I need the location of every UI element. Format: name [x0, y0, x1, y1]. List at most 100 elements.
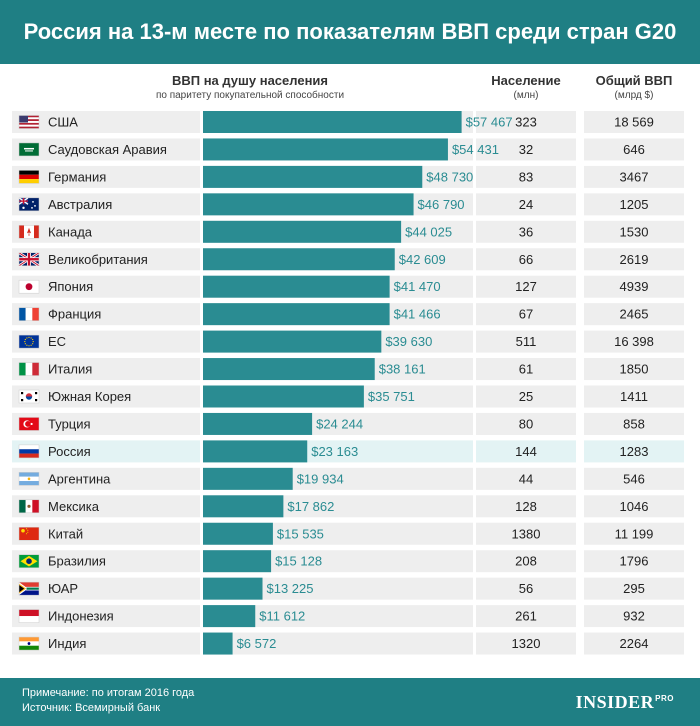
- population-value: 1320: [512, 636, 541, 651]
- country-label: Индия: [48, 636, 86, 651]
- bar-value-label: $38 161: [379, 362, 426, 377]
- population-cell: [476, 440, 576, 463]
- bar: [203, 550, 272, 573]
- gdp-total-value: 11 199: [615, 526, 654, 541]
- bar-value-label: $42 609: [399, 252, 446, 267]
- population-cell: [476, 165, 576, 188]
- gdp-total-value: 1796: [620, 554, 649, 569]
- table-row: Бразилия $15 128 208 1796: [12, 550, 684, 573]
- south-korea-flag-icon: [18, 389, 40, 404]
- canada-flag-icon: [18, 225, 40, 239]
- bar: [203, 111, 462, 133]
- gdp-total-title: Общий ВВП: [595, 73, 673, 88]
- table-row: Южная Корея $35 751 25 1411: [12, 385, 684, 408]
- population-value: 36: [519, 224, 533, 239]
- footer-notes: Примечание: по итогам 2016 года Источник…: [22, 686, 194, 716]
- country-cell: [12, 111, 200, 133]
- country-label: Италия: [48, 362, 92, 377]
- country-label: Бразилия: [48, 554, 106, 569]
- gdp-per-capita-header: ВВП на душу населения по паритету покупа…: [150, 73, 350, 103]
- bar-value-label: $23 163: [311, 444, 358, 459]
- gdp-total-cell: [584, 467, 684, 490]
- population-value: 511: [516, 334, 537, 349]
- country-label: США: [48, 115, 78, 130]
- population-value: 66: [519, 252, 533, 267]
- bar-value-label: $15 535: [277, 526, 324, 541]
- bar: [203, 605, 256, 628]
- country-label: Аргентина: [48, 471, 111, 486]
- population-cell: [476, 412, 576, 435]
- us-flag-icon: [18, 115, 40, 129]
- gdp-total-cell: [584, 440, 684, 463]
- population-cell: [476, 550, 576, 573]
- population-title: Население: [491, 73, 561, 88]
- country-label: Россия: [48, 444, 91, 459]
- gdp-total-cell: [584, 522, 684, 545]
- country-cell: [12, 632, 200, 655]
- population-cell: [476, 111, 576, 133]
- country-label: Индонезия: [48, 609, 114, 624]
- population-header: Население (млн): [476, 73, 576, 103]
- bar-value-label: $41 466: [394, 307, 441, 322]
- bar-value-label: $19 934: [297, 471, 344, 486]
- bar: [203, 275, 390, 298]
- population-cell: [476, 248, 576, 271]
- country-cell: [12, 275, 200, 298]
- country-cell: [12, 577, 200, 600]
- gdp-total-cell: [584, 412, 684, 435]
- country-label: Турция: [48, 416, 91, 431]
- population-value: 24: [519, 197, 533, 212]
- bar-value-label: $17 862: [287, 499, 334, 514]
- gdp-per-capita-cell: [203, 632, 473, 655]
- country-label: Великобритания: [48, 252, 148, 267]
- table-row: ЮАР $13 225 56 295: [12, 577, 684, 600]
- table-row: ЕС $39 630 511 16 398: [12, 330, 684, 353]
- australia-flag-icon: [18, 197, 40, 212]
- bar: [203, 358, 375, 381]
- uk-flag-icon: [18, 251, 40, 267]
- gdp-total-cell: [584, 605, 684, 628]
- country-label: Канада: [48, 224, 93, 239]
- france-flag-icon: [18, 307, 40, 321]
- gdp-total-cell: [584, 385, 684, 408]
- country-cell: [12, 248, 200, 271]
- country-label: Япония: [48, 279, 93, 294]
- population-unit: (млн): [513, 90, 539, 101]
- country-label: Китай: [48, 526, 83, 541]
- gdp-total-value: 1530: [620, 224, 649, 239]
- population-value: 32: [519, 142, 533, 157]
- table-row: Великобритания $42 609 66 2619: [12, 248, 684, 271]
- table-row: Япония $41 470 127 4939: [12, 275, 684, 298]
- population-cell: [476, 138, 576, 161]
- population-cell: [476, 495, 576, 518]
- table-row: Аргентина $19 934 44 546: [12, 467, 684, 490]
- gdp-total-value: 1205: [620, 197, 649, 212]
- saudi-arabia-flag-icon: [18, 142, 40, 157]
- gdp-total-cell: [584, 550, 684, 573]
- country-cell: [12, 495, 200, 518]
- gdp-per-capita-cell: [203, 605, 473, 628]
- table-row: Италия $38 161 61 1850: [12, 358, 684, 381]
- table-row: Турция $24 244 80 858: [12, 412, 684, 435]
- gdp-total-cell: [584, 577, 684, 600]
- mexico-flag-icon: [18, 499, 40, 514]
- bar-value-label: $39 630: [385, 334, 432, 349]
- population-value: 44: [519, 471, 533, 486]
- gdp-total-cell: [584, 303, 684, 326]
- gdp-per-capita-subtitle: по паритету покупательной способности: [155, 90, 345, 101]
- bar: [203, 248, 395, 271]
- population-cell: [476, 358, 576, 381]
- china-flag-icon: [18, 527, 40, 541]
- country-cell: [12, 303, 200, 326]
- table-row: Индонезия $11 612 261 932: [12, 605, 684, 628]
- bar-value-label: $41 470: [394, 279, 441, 294]
- bar: [203, 138, 448, 161]
- country-label: ЮАР: [48, 581, 78, 596]
- gdp-total-value: 2264: [620, 636, 649, 651]
- footer-note: Примечание: по итогам 2016 года: [22, 687, 195, 699]
- population-value: 128: [515, 499, 537, 514]
- population-cell: [476, 275, 576, 298]
- table-row: Россия $23 163 144 1283: [12, 440, 684, 463]
- table-row: Франция $41 466 67 2465: [12, 303, 684, 326]
- country-cell: [12, 358, 200, 381]
